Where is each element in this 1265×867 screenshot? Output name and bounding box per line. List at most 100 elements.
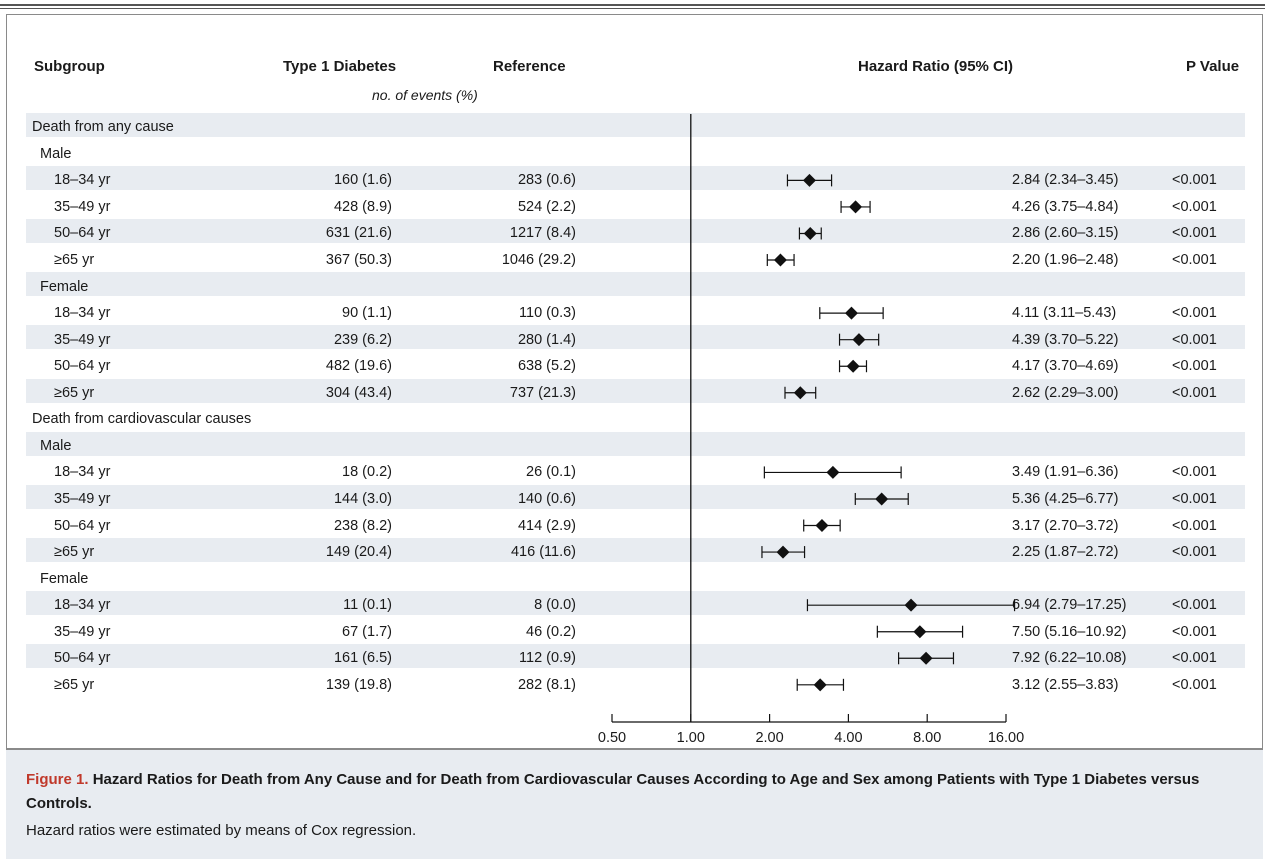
hazard-ratio-text: 5.36 (4.25–6.77) <box>1012 490 1119 507</box>
header-type1-diabetes: Type 1 Diabetes <box>283 58 397 75</box>
age-label: 50–64 yr <box>54 358 111 375</box>
age-label: ≥65 yr <box>54 544 95 561</box>
type1-events: 11 (0.1) <box>343 597 392 614</box>
hazard-point <box>793 386 807 400</box>
header-p-value: P Value <box>1186 58 1240 75</box>
top-rule-thin <box>0 8 1265 9</box>
row-band <box>26 272 1245 297</box>
hazard-ratio-text: 4.11 (3.11–5.43) <box>1012 305 1117 322</box>
hazard-ratio-text: 3.17 (2.70–3.72) <box>1012 517 1119 534</box>
p-value: <0.001 <box>1172 172 1217 189</box>
age-label: 35–49 yr <box>54 490 111 507</box>
p-value: <0.001 <box>1172 225 1217 242</box>
caption-note: Hazard ratios were estimated by means of… <box>26 822 417 839</box>
type1-events: 482 (19.6) <box>325 358 392 375</box>
header-subgroup: Subgroup <box>34 58 105 75</box>
type1-events: 367 (50.3) <box>325 252 392 269</box>
hazard-point <box>913 625 927 639</box>
forest-plot: 0.50 1.00 2.00 4.00 8.00 16.00 <box>598 114 1024 746</box>
hazard-point <box>815 519 829 533</box>
reference-events: 524 (2.2) <box>517 198 576 215</box>
age-label: 35–49 yr <box>54 198 111 215</box>
reference-events: 416 (11.6) <box>510 544 576 561</box>
type1-events: 428 (8.9) <box>333 198 392 215</box>
x-tick-label: 4.00 <box>834 730 862 746</box>
hazard-point <box>904 598 918 612</box>
reference-events: 737 (21.3) <box>509 384 576 401</box>
hazard-ratio-text: 7.50 (5.16–10.92) <box>1012 623 1127 640</box>
age-label: 35–49 yr <box>54 623 111 640</box>
age-label: 35–49 yr <box>54 331 111 348</box>
type1-events: 139 (19.8) <box>325 676 392 693</box>
hazard-ratio-text: 2.62 (2.29–3.00) <box>1012 384 1119 401</box>
p-value: <0.001 <box>1172 464 1217 481</box>
type1-events: 161 (6.5) <box>333 650 392 667</box>
row-band <box>26 484 1245 509</box>
row-band <box>26 378 1245 403</box>
hazard-ratio-text: 2.20 (1.96–2.48) <box>1012 252 1119 269</box>
x-tick-label: 2.00 <box>755 730 783 746</box>
caption-title-text: Hazard Ratios for Death from Any Cause a… <box>26 771 1200 812</box>
row-band <box>26 537 1245 562</box>
top-rule <box>0 4 1265 6</box>
section-label: Death from cardiovascular causes <box>32 411 252 428</box>
header-reference: Reference <box>493 58 566 75</box>
hazard-point <box>844 306 858 320</box>
type1-events: 239 (6.2) <box>333 331 392 348</box>
p-value: <0.001 <box>1172 544 1217 561</box>
reference-events: 283 (0.6) <box>517 172 576 189</box>
age-label: 18–34 yr <box>54 305 111 322</box>
group-label: Female <box>40 278 89 295</box>
section-label: Death from any cause <box>32 119 174 136</box>
hazard-point <box>846 359 860 373</box>
hazard-point <box>813 678 827 692</box>
p-value: <0.001 <box>1172 331 1217 348</box>
row-band <box>26 219 1245 244</box>
reference-events: 112 (0.9) <box>519 650 576 667</box>
p-value: <0.001 <box>1172 198 1217 215</box>
reference-events: 280 (1.4) <box>517 331 576 348</box>
p-value: <0.001 <box>1172 517 1217 534</box>
type1-events: 304 (43.4) <box>325 384 392 401</box>
row-band <box>26 113 1245 137</box>
p-value: <0.001 <box>1172 650 1217 667</box>
row-band <box>26 590 1245 615</box>
reference-events: 1046 (29.2) <box>501 252 576 269</box>
hazard-point <box>802 173 816 187</box>
type1-events: 160 (1.6) <box>333 172 392 189</box>
p-value: <0.001 <box>1172 623 1217 640</box>
caption-title: Figure 1. Hazard Ratios for Death from A… <box>26 768 1251 816</box>
age-label: ≥65 yr <box>54 676 95 693</box>
hazard-point <box>826 465 840 479</box>
hazard-point <box>875 492 889 506</box>
reference-events: 282 (8.1) <box>517 676 576 693</box>
type1-events: 144 (3.0) <box>333 490 392 507</box>
p-value: <0.001 <box>1172 252 1217 269</box>
hazard-ratio-text: 4.26 (3.75–4.84) <box>1012 198 1119 215</box>
p-value: <0.001 <box>1172 384 1217 401</box>
hazard-ratio-text: 3.49 (1.91–6.36) <box>1012 464 1119 481</box>
x-tick-label: 8.00 <box>913 730 941 746</box>
hazard-ratio-text: 4.39 (3.70–5.22) <box>1012 331 1119 348</box>
reference-events: 8 (0.0) <box>534 597 576 614</box>
hazard-ratio-text: 2.25 (1.87–2.72) <box>1012 544 1119 561</box>
reference-events: 26 (0.1) <box>526 464 576 481</box>
hazard-point <box>849 200 863 214</box>
reference-events: 110 (0.3) <box>519 305 576 322</box>
group-label: Male <box>40 145 72 162</box>
hazard-point <box>773 253 787 267</box>
type1-events: 67 (1.7) <box>342 623 392 640</box>
group-label: Female <box>40 570 89 587</box>
type1-events: 149 (20.4) <box>325 544 392 561</box>
age-label: 50–64 yr <box>54 650 111 667</box>
p-value: <0.001 <box>1172 305 1217 322</box>
group-label: Male <box>40 437 72 454</box>
row-band <box>26 644 1245 668</box>
type1-events: 238 (8.2) <box>333 517 392 534</box>
events-note: no. of events (%) <box>372 87 478 103</box>
row-band <box>26 325 1245 350</box>
hazard-ratio-text: 6.94 (2.79–17.25) <box>1012 597 1127 614</box>
x-tick-label: 16.00 <box>988 730 1024 746</box>
p-value: <0.001 <box>1172 676 1217 693</box>
hazard-point <box>852 333 866 347</box>
